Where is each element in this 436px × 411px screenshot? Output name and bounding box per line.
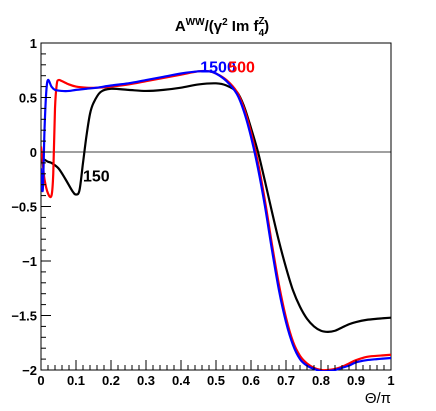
series-line-1500 xyxy=(41,69,391,371)
title-part: 2 xyxy=(222,17,228,28)
x-tick-label: 0.3 xyxy=(137,373,155,388)
x-axis-ticks: 0 0.1 0.2 0.3 0.4 0.5 0.6 0.7 0.8 0.9 1 xyxy=(37,360,395,388)
series-line-150 xyxy=(41,82,391,333)
title-part: Im f xyxy=(228,18,260,35)
title-part: WW xyxy=(186,17,205,28)
plot-frame xyxy=(40,42,392,371)
title-part: ) xyxy=(264,18,269,35)
x-tick-label: 1 xyxy=(387,373,394,388)
title-part: 4 xyxy=(259,28,265,39)
series-label-1500: 1500 xyxy=(200,59,236,76)
title-part: Z xyxy=(258,16,264,27)
y-tick-label: 0 xyxy=(30,145,37,160)
x-tick-label: 0.7 xyxy=(277,373,295,388)
chart-title: AWW/(γ2 Im fZ 4) xyxy=(175,16,269,39)
y-tick-label: −0.5 xyxy=(11,200,37,215)
title-part: /(γ xyxy=(205,18,223,35)
x-tick-label: 0.9 xyxy=(347,373,365,388)
y-tick-label: −1.5 xyxy=(11,309,37,324)
x-tick-label: 0.1 xyxy=(67,373,85,388)
y-tick-label: −2 xyxy=(22,363,37,378)
x-tick-label: 0.5 xyxy=(207,373,225,388)
y-tick-label: 1 xyxy=(30,36,37,51)
x-tick-label: 0.2 xyxy=(102,373,120,388)
x-tick-label: 0.6 xyxy=(242,373,260,388)
plot-border xyxy=(40,42,392,371)
series-lines xyxy=(41,69,391,371)
y-tick-label: −1 xyxy=(22,254,37,269)
series-label-500: 500 xyxy=(228,59,255,76)
x-tick-label: 0.8 xyxy=(312,373,330,388)
y-axis-ticks: −2 −1.5 −1 −0.5 0 0.5 1 xyxy=(11,36,51,378)
series-label-150: 150 xyxy=(83,168,110,185)
x-tick-label: 0.4 xyxy=(172,373,191,388)
x-axis-label: Θ/π xyxy=(365,390,391,407)
title-part: A xyxy=(175,18,186,35)
x-tick-label: 0 xyxy=(37,373,44,388)
series-line-500 xyxy=(41,69,391,371)
y-tick-label: 0.5 xyxy=(19,91,37,106)
